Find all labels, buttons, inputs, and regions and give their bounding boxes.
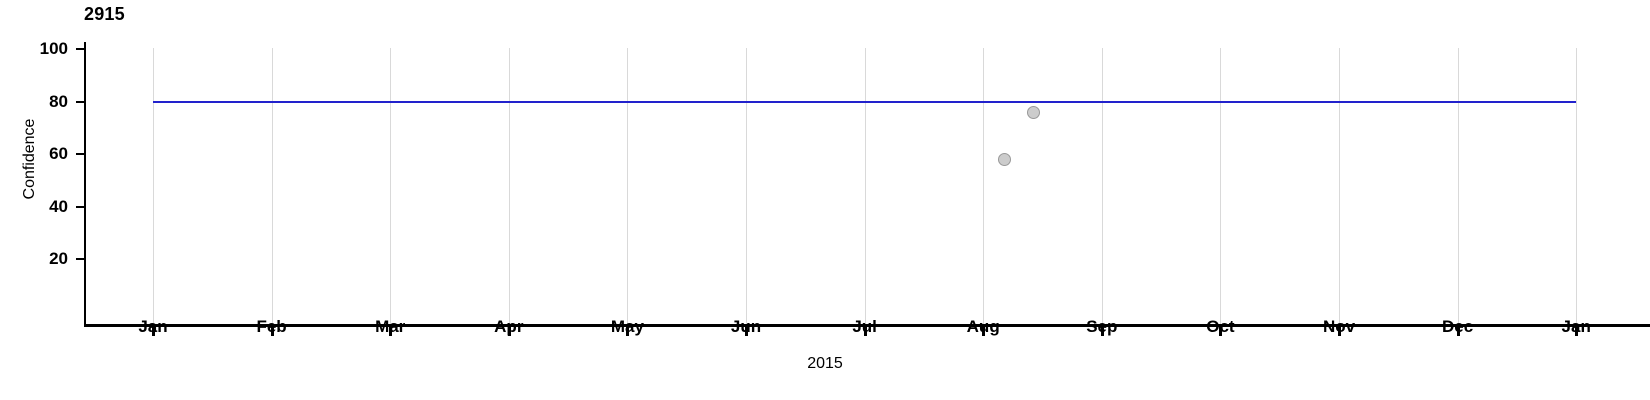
gridline [1576, 48, 1578, 325]
x-tick-label: Jan [138, 317, 168, 336]
gridline [746, 48, 747, 325]
x-tick-mark [270, 327, 274, 336]
x-tick-mark [1456, 327, 1460, 336]
gridline [983, 48, 985, 325]
y-tick-mark [76, 100, 84, 103]
x-tick-label: Sep [1086, 317, 1118, 336]
y-tick-mark [76, 153, 84, 155]
x-tick-mark [507, 327, 511, 336]
chart-title: 2915 [84, 4, 125, 24]
threshold-line [153, 100, 1577, 103]
y-tick-label: 20 [49, 249, 68, 268]
x-axis-title: 2015 [807, 355, 843, 372]
y-tick-label: 80 [49, 91, 68, 111]
x-tick-label: May [610, 317, 644, 336]
gridline [508, 48, 510, 325]
x-tick-label: Apr [494, 317, 524, 336]
x-tick-label: Aug [966, 317, 1000, 336]
x-tick-mark [982, 327, 986, 336]
x-axis-line [84, 324, 1650, 327]
x-tick-mark [152, 327, 155, 336]
gridline [627, 48, 629, 325]
x-tick-label: Feb [256, 317, 287, 336]
x-tick-label: Mar [375, 317, 406, 336]
gridline [1220, 48, 1222, 325]
x-tick-mark [389, 327, 393, 336]
y-axis-line [84, 42, 86, 325]
x-tick-mark [745, 327, 748, 336]
y-tick-mark [76, 258, 84, 260]
y-tick-mark [76, 205, 84, 208]
gridline [153, 48, 154, 325]
y-tick-label: 40 [49, 196, 68, 216]
plot-area [84, 44, 1650, 325]
gridline [1339, 48, 1340, 325]
x-tick-label: Nov [1322, 317, 1356, 336]
data-point[interactable] [1026, 105, 1040, 119]
data-point[interactable] [998, 152, 1012, 166]
x-tick-label: Jul [852, 317, 877, 336]
x-tick-mark [1219, 327, 1223, 336]
x-tick-mark [863, 327, 867, 336]
x-tick-mark [1575, 327, 1579, 336]
x-tick-mark [1100, 327, 1104, 336]
gridline [390, 48, 392, 325]
gridline [271, 48, 273, 325]
y-tick-mark [76, 48, 84, 50]
gridline [1457, 48, 1459, 325]
x-tick-label: Dec [1442, 317, 1474, 336]
gridline [1101, 48, 1103, 325]
y-tick-label: 100 [39, 39, 68, 58]
x-tick-label: Oct [1206, 317, 1235, 336]
x-tick-mark [1338, 327, 1341, 336]
gridline [864, 48, 866, 325]
x-tick-label: Jan [1561, 317, 1591, 336]
x-tick-label: Jun [730, 317, 762, 336]
x-tick-mark [626, 327, 630, 336]
y-tick-label: 60 [49, 144, 68, 163]
